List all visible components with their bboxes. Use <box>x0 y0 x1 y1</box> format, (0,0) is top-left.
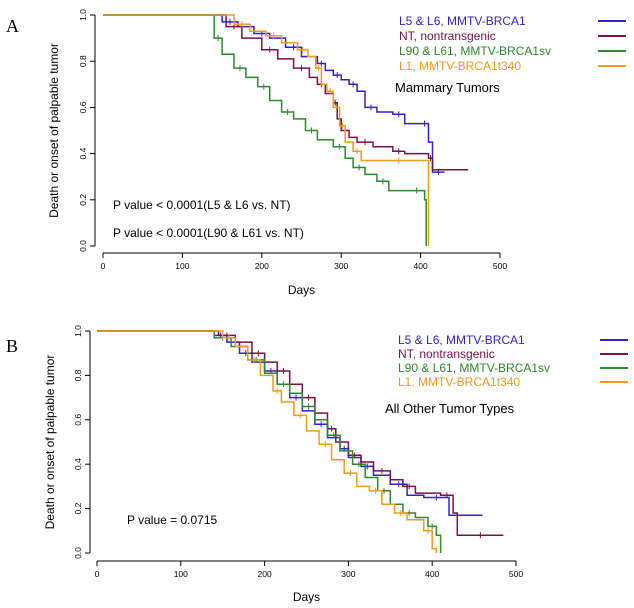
panel-b-x-tick-label: 300 <box>341 569 355 579</box>
panel-a-legend-label-1: L5 & L6, MMTV-BRCA1 <box>399 14 526 28</box>
panel-a-x-tick-label: 0 <box>101 261 106 271</box>
panel-b-x-tick-label: 0 <box>95 569 100 579</box>
panel-b-legend-label-4: L1, MMTV-BRCA1t340 <box>398 375 520 389</box>
panel-b: B Death or onset of palpable tumor Days … <box>6 325 628 604</box>
panel-b-y-tick-label: 0.4 <box>73 458 83 470</box>
panel-b-legend-label-2: NT, nontransgenic <box>398 347 495 361</box>
panel-b-x-axis-label: Days <box>293 590 320 604</box>
panel-b-y-tick-label: 1.0 <box>73 325 83 337</box>
panel-a-annotation: Mammary Tumors <box>395 80 500 95</box>
panel-b-x-tick-label: 200 <box>258 569 272 579</box>
panel-a-y-tick-label: 1.0 <box>78 9 88 21</box>
panel-b-y-tick-label: 0.0 <box>73 547 83 559</box>
panel-b-annotation: All Other Tumor Types <box>385 401 515 416</box>
panel-a-y-tick-label: 0.0 <box>78 240 88 252</box>
panel-b-y-tick-label: 0.6 <box>73 414 83 426</box>
panel-a-y-tick-label: 0.2 <box>78 194 88 206</box>
panel-b-x-tick-label: 100 <box>174 569 188 579</box>
panel-b-legend-label-3: L90 & L61, MMTV-BRCA1sv <box>398 361 550 375</box>
panel-a-legend-label-3: L90 & L61, MMTV-BRCA1sv <box>399 44 551 58</box>
panel-a-x-tick-label: 100 <box>175 261 189 271</box>
panel-b-y-tick-label: 0.2 <box>73 502 83 514</box>
panel-b-series-line-2 <box>97 330 504 536</box>
panel-a-y-axis-label: Death or onset of palpable tumor <box>47 43 61 218</box>
panel-a-x-tick-label: 300 <box>334 261 348 271</box>
panel-b-y-axis-label: Death or onset of palpable tumor <box>43 355 57 530</box>
panel-a-y-tick-label: 0.4 <box>78 147 88 159</box>
panel-a-x-tick-label: 400 <box>414 261 428 271</box>
panel-b-y-tick-label: 0.8 <box>73 369 83 381</box>
panel-a-legend-label-2: NT, nontransgenic <box>399 29 496 43</box>
panel-a-y-tick-label: 0.6 <box>78 101 88 113</box>
panel-b-x-tick-label: 400 <box>425 569 439 579</box>
panel-b-x-tick-label: 500 <box>509 569 523 579</box>
panel-a-x-tick-label: 500 <box>493 261 507 271</box>
panel-a-y-tick-label: 0.8 <box>78 55 88 67</box>
panel-a-p-value-2: P value < 0.0001(L90 & L61 vs. NT) <box>113 226 304 240</box>
panel-a-letter: A <box>6 16 19 36</box>
panel-a-p-value-1: P value < 0.0001(L5 & L6 vs. NT) <box>113 198 291 212</box>
panel-a: A Death or onset of palpable tumor Days … <box>6 9 626 297</box>
panel-b-p-value-1: P value = 0.0715 <box>127 513 218 527</box>
panel-a-legend-label-4: L1, MMTV-BRCA1t340 <box>399 59 521 73</box>
panel-a-x-axis-label: Days <box>288 283 315 297</box>
panel-b-letter: B <box>6 336 18 356</box>
panel-a-series-line-3 <box>103 14 427 246</box>
panel-a-x-tick-label: 200 <box>255 261 269 271</box>
panel-b-legend-label-1: L5 & L6, MMTV-BRCA1 <box>398 333 525 347</box>
